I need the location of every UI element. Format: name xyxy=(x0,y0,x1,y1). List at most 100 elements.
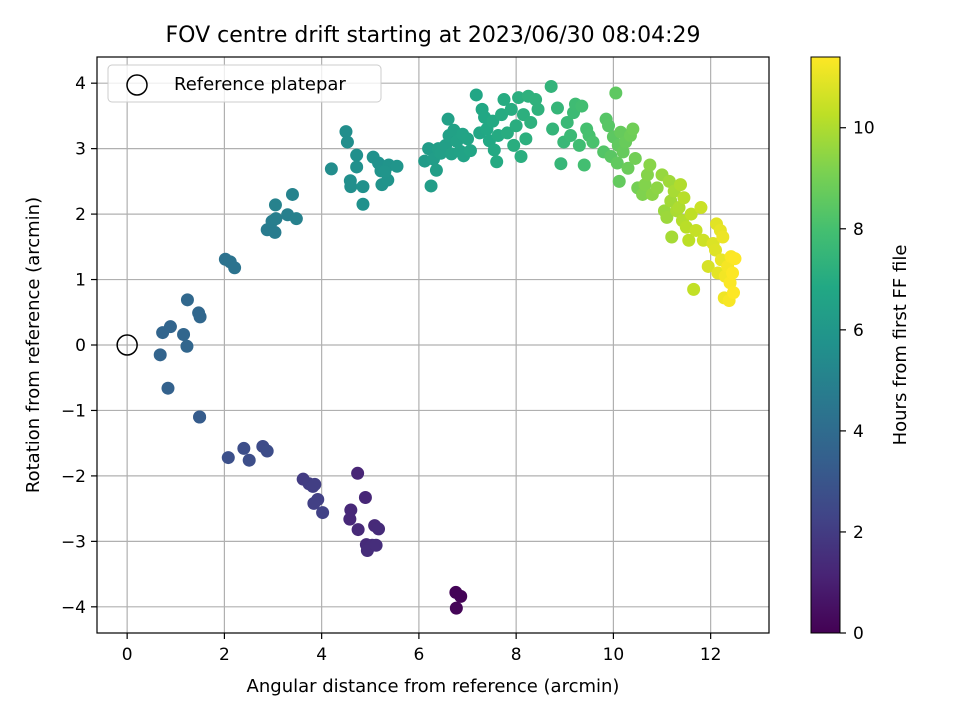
y-tick-label: 2 xyxy=(75,205,86,225)
data-point xyxy=(560,115,574,129)
data-point xyxy=(636,187,650,201)
data-point xyxy=(519,132,533,146)
data-point xyxy=(674,178,688,192)
data-point xyxy=(628,151,642,165)
data-point xyxy=(550,101,564,115)
colorbar: 0 2 4 6 8 10 Hours from first FF file xyxy=(810,56,911,644)
data-point xyxy=(612,174,626,188)
data-point xyxy=(424,179,438,193)
data-point xyxy=(228,261,242,275)
data-point xyxy=(677,191,691,205)
y-axis-label: Rotation from reference (arcmin) xyxy=(23,197,44,493)
data-point xyxy=(531,102,545,116)
colorbar-tick-label: 2 xyxy=(853,523,864,543)
data-point xyxy=(356,180,370,194)
data-point xyxy=(324,162,338,176)
data-point xyxy=(524,115,538,129)
data-point xyxy=(461,132,475,146)
data-point xyxy=(372,522,386,536)
data-point xyxy=(609,86,623,100)
data-point xyxy=(643,158,657,172)
y-tick-label: −4 xyxy=(61,598,86,618)
data-point xyxy=(575,99,589,113)
x-tick-label: 4 xyxy=(316,645,327,665)
scatter-points xyxy=(153,79,742,615)
data-point xyxy=(564,129,578,143)
data-point xyxy=(684,207,698,221)
data-point xyxy=(268,198,282,212)
data-point xyxy=(351,523,365,537)
y-axis-ticks: −4 −3 −2 −1 0 1 2 3 4 xyxy=(61,74,97,618)
data-point xyxy=(650,181,664,195)
legend-marker-icon xyxy=(126,74,148,96)
data-point xyxy=(487,143,501,157)
y-tick-label: −3 xyxy=(61,532,86,552)
data-point xyxy=(727,286,741,300)
data-point xyxy=(728,252,742,266)
legend-label: Reference platepar xyxy=(174,74,346,95)
data-point xyxy=(665,230,679,244)
colorbar-gradient xyxy=(810,56,841,634)
data-point xyxy=(237,441,251,455)
x-tick-label: 8 xyxy=(511,645,522,665)
y-tick-label: 3 xyxy=(75,140,86,160)
data-point xyxy=(672,201,686,215)
data-point xyxy=(723,276,737,290)
data-point xyxy=(529,93,543,107)
data-point xyxy=(378,165,392,179)
data-point xyxy=(316,506,330,520)
x-axis-label: Angular distance from reference (arcmin) xyxy=(247,676,620,697)
legend-box xyxy=(107,64,382,103)
data-point xyxy=(694,201,708,215)
data-point xyxy=(177,328,191,342)
data-point xyxy=(343,512,357,526)
data-point xyxy=(660,210,674,224)
data-point xyxy=(490,155,504,169)
data-point xyxy=(344,180,358,194)
data-point xyxy=(449,601,463,615)
data-point xyxy=(339,125,353,139)
data-point xyxy=(350,148,364,162)
colorbar-tick-label: 8 xyxy=(853,220,864,240)
data-point xyxy=(638,178,652,192)
data-point xyxy=(689,223,703,237)
data-point xyxy=(709,243,723,257)
data-point xyxy=(495,108,509,122)
data-point xyxy=(621,161,635,175)
data-point xyxy=(512,91,526,105)
grid-lines xyxy=(97,57,769,633)
data-point xyxy=(687,282,701,296)
data-point xyxy=(340,135,354,149)
y-tick-label: 1 xyxy=(75,271,86,291)
colorbar-ticks: 0 2 4 6 8 10 xyxy=(840,119,875,644)
data-point xyxy=(390,159,404,173)
data-point xyxy=(350,160,364,174)
data-point xyxy=(504,102,518,116)
data-point xyxy=(572,138,586,152)
data-point xyxy=(682,233,696,247)
data-point xyxy=(269,212,283,226)
y-tick-label: −1 xyxy=(61,401,86,421)
data-point xyxy=(429,163,443,177)
data-point xyxy=(180,339,194,353)
data-point xyxy=(193,410,207,424)
data-point xyxy=(616,145,630,159)
data-point xyxy=(285,187,299,201)
data-point xyxy=(610,156,624,170)
y-tick-label: −2 xyxy=(61,467,86,487)
colorbar-tick-label: 10 xyxy=(853,119,875,139)
data-point xyxy=(422,142,436,156)
data-point xyxy=(507,138,521,152)
data-point xyxy=(586,135,600,149)
x-axis-ticks: 0 2 4 6 8 10 12 xyxy=(122,633,722,665)
x-tick-label: 12 xyxy=(700,645,722,665)
chart-title: FOV centre drift starting at 2023/06/30 … xyxy=(166,23,701,48)
data-point xyxy=(602,119,616,133)
legend: Reference platepar xyxy=(107,64,382,103)
colorbar-tick-label: 6 xyxy=(853,321,864,341)
data-point xyxy=(640,168,654,182)
data-point xyxy=(469,88,483,102)
data-point xyxy=(454,589,468,603)
data-point xyxy=(626,122,640,136)
